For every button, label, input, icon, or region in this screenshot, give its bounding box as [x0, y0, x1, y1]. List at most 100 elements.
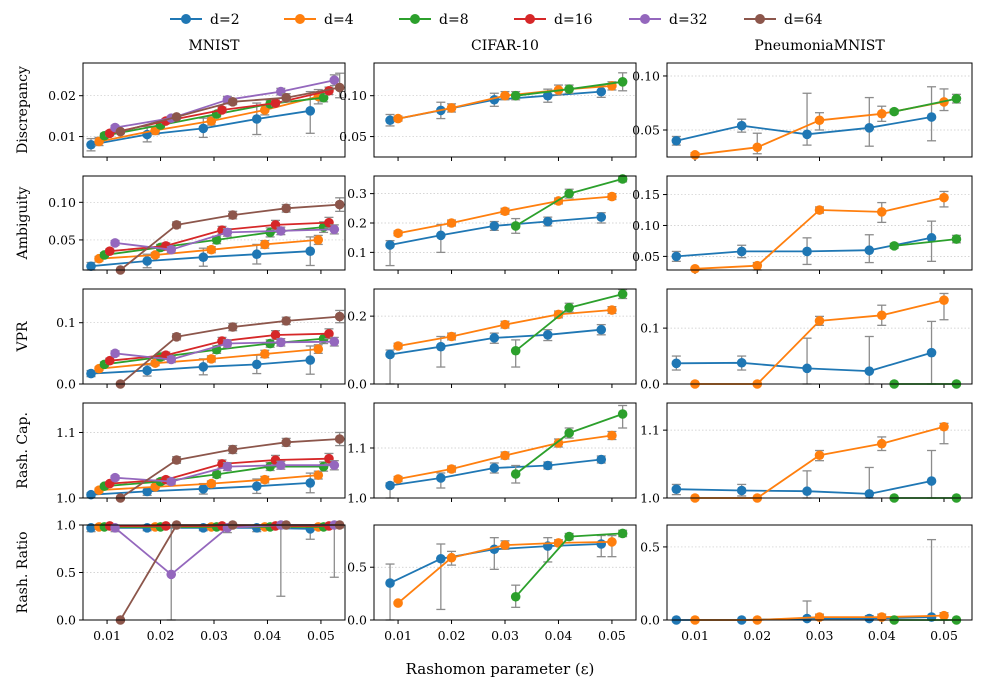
row-ylabel-1: Ambiguity	[15, 187, 31, 261]
data-point-d2	[251, 359, 262, 370]
y-tick-label: 0.5	[347, 560, 367, 575]
data-point-d64	[227, 210, 238, 220]
data-point-d2	[596, 212, 607, 222]
data-point-d4	[814, 612, 825, 622]
data-point-d4	[814, 316, 825, 326]
data-point-d64	[227, 97, 238, 107]
data-point-d32	[276, 337, 286, 348]
legend-label-d4: d=4	[324, 12, 354, 28]
legend-label-d64: d=64	[784, 12, 823, 28]
y-tick-label: 0.0	[56, 377, 76, 392]
series-d2	[385, 454, 607, 499]
y-tick-label: 0.0	[640, 377, 660, 392]
data-point-d2	[198, 123, 209, 134]
panel-plot-area	[86, 431, 345, 503]
data-point-d16	[104, 246, 115, 256]
panel-r1-c0: 0.05 0.10	[48, 175, 346, 275]
legend-label-d32: d=32	[669, 12, 708, 28]
data-point-d4	[553, 309, 564, 320]
data-point-d2	[736, 246, 747, 257]
data-point-d32	[329, 224, 340, 235]
panel-r3-c0: 1.0 1.1	[56, 402, 346, 506]
panel-plot-area	[86, 197, 345, 275]
legend-label-d16: d=16	[554, 12, 593, 28]
legend-marker-d32	[640, 14, 650, 24]
x-tick-label: 0.05	[598, 628, 626, 643]
error-bar-d2	[802, 337, 812, 385]
data-point-d2	[305, 106, 316, 116]
data-point-d4	[876, 207, 887, 217]
data-point-d32	[222, 461, 233, 472]
y-tick-label: 0.02	[48, 88, 76, 103]
data-point-d2	[198, 362, 209, 372]
series-line-d4	[397, 541, 612, 604]
panel-frame	[373, 524, 637, 621]
data-point-d4	[500, 540, 510, 550]
series-line-d8	[894, 238, 957, 247]
series-d32	[110, 520, 340, 621]
y-tick-label: 0.05	[632, 122, 660, 137]
panel-frame	[373, 62, 637, 158]
series-d2	[671, 449, 937, 499]
x-tick-label: 0.04	[545, 628, 573, 643]
legend-label-d2: d=2	[210, 12, 240, 28]
data-point-d2	[802, 129, 812, 140]
data-point-d2	[926, 476, 937, 486]
data-point-d32	[166, 476, 177, 487]
panel-r3-c2: 1.0 1.1	[640, 402, 973, 506]
data-point-d64	[281, 92, 291, 103]
row-ylabel-2: VPR	[15, 321, 31, 353]
legend-marker-d2	[181, 14, 191, 24]
data-point-d4	[446, 464, 457, 474]
data-point-d8	[510, 469, 521, 479]
y-tick-label: 0.10	[339, 88, 367, 103]
data-point-d8	[510, 221, 521, 231]
data-point-d2	[86, 368, 96, 379]
panel-r2-c0: 0.0 0.1	[56, 288, 346, 392]
data-point-d8	[564, 188, 574, 199]
panel-frame	[82, 62, 346, 158]
data-point-d2	[864, 245, 875, 256]
data-point-d32	[110, 523, 120, 533]
data-point-d4	[393, 228, 403, 239]
y-tick-label: 0.10	[632, 68, 660, 83]
data-point-d2	[251, 481, 262, 492]
data-point-d8	[564, 84, 574, 94]
x-tick-label: 0.01	[384, 628, 412, 643]
data-point-d2	[142, 365, 152, 376]
data-point-d64	[281, 203, 291, 214]
data-point-d2	[489, 463, 500, 473]
data-point-d4	[876, 438, 887, 449]
data-point-d8	[617, 289, 628, 299]
y-tick-label: 1.0	[56, 491, 76, 506]
panel-frame	[82, 175, 346, 271]
data-point-d32	[222, 338, 233, 349]
data-point-d64	[281, 437, 291, 448]
data-point-d2	[736, 120, 747, 131]
data-point-d16	[104, 355, 115, 366]
error-bar-d32	[329, 524, 339, 578]
data-point-d4	[814, 450, 825, 461]
data-point-d2	[802, 486, 812, 497]
data-point-d2	[736, 485, 747, 496]
panel-frame	[373, 175, 637, 271]
data-point-d4	[150, 250, 160, 260]
data-point-d32	[329, 336, 340, 347]
data-point-d64	[281, 316, 291, 326]
data-point-d2	[86, 489, 96, 500]
data-point-d8	[211, 235, 222, 245]
column-title-0: MNIST	[188, 38, 240, 54]
legend-entry-d16: d=16	[514, 12, 593, 28]
panel-r0-c0: 0.01 0.02	[48, 62, 346, 161]
data-point-d32	[166, 244, 177, 255]
x-tick-label: 0.01	[93, 628, 121, 643]
data-point-d4	[553, 438, 564, 448]
data-point-d4	[500, 206, 510, 217]
data-point-d16	[161, 521, 171, 531]
data-point-d2	[864, 123, 875, 133]
data-point-d4	[393, 341, 403, 351]
series-d2	[671, 538, 937, 625]
data-point-d2	[385, 578, 395, 588]
data-point-d8	[617, 77, 628, 87]
